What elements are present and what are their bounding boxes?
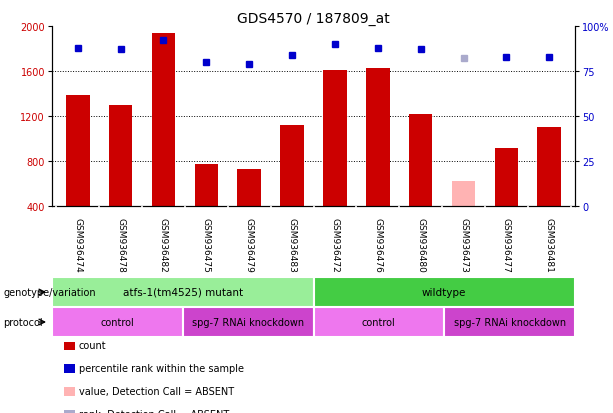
Bar: [183, 307, 313, 337]
Text: GSM936477: GSM936477: [502, 217, 511, 272]
Text: GSM936479: GSM936479: [245, 217, 254, 272]
Text: protocol: protocol: [3, 317, 43, 327]
Bar: [313, 307, 444, 337]
Bar: [313, 277, 575, 307]
Text: GSM936475: GSM936475: [202, 217, 211, 272]
Text: spg-7 RNAi knockdown: spg-7 RNAi knockdown: [454, 317, 566, 327]
Title: GDS4570 / 187809_at: GDS4570 / 187809_at: [237, 12, 390, 26]
Bar: [64, 365, 75, 373]
Text: GSM936480: GSM936480: [416, 217, 425, 272]
Bar: [109, 105, 132, 252]
Bar: [151, 34, 175, 252]
Text: wildtype: wildtype: [422, 287, 466, 297]
Bar: [52, 277, 313, 307]
Bar: [64, 342, 75, 350]
Text: GSM936478: GSM936478: [116, 217, 125, 272]
Bar: [444, 307, 575, 337]
Text: GSM936483: GSM936483: [287, 217, 297, 272]
Bar: [194, 165, 218, 252]
Text: rank, Detection Call = ABSENT: rank, Detection Call = ABSENT: [79, 409, 229, 413]
Text: GSM936473: GSM936473: [459, 217, 468, 272]
Text: spg-7 RNAi knockdown: spg-7 RNAi knockdown: [192, 317, 304, 327]
Bar: [409, 114, 432, 252]
Bar: [452, 182, 475, 252]
Bar: [495, 148, 518, 252]
Bar: [66, 95, 89, 252]
Bar: [280, 126, 304, 252]
Bar: [64, 410, 75, 413]
Bar: [323, 71, 347, 252]
Bar: [237, 169, 261, 252]
Text: GSM936482: GSM936482: [159, 217, 168, 272]
Bar: [366, 69, 390, 252]
Text: GSM936474: GSM936474: [73, 217, 82, 272]
Text: count: count: [79, 341, 107, 351]
Text: GSM936472: GSM936472: [330, 217, 340, 272]
Text: control: control: [362, 317, 396, 327]
Text: value, Detection Call = ABSENT: value, Detection Call = ABSENT: [79, 386, 234, 396]
Text: control: control: [101, 317, 134, 327]
Text: GSM936476: GSM936476: [373, 217, 383, 272]
Text: atfs-1(tm4525) mutant: atfs-1(tm4525) mutant: [123, 287, 243, 297]
Bar: [538, 128, 561, 252]
Bar: [64, 387, 75, 396]
Text: GSM936481: GSM936481: [545, 217, 554, 272]
Text: genotype/variation: genotype/variation: [3, 287, 96, 297]
Bar: [52, 307, 183, 337]
Text: percentile rank within the sample: percentile rank within the sample: [79, 363, 244, 373]
